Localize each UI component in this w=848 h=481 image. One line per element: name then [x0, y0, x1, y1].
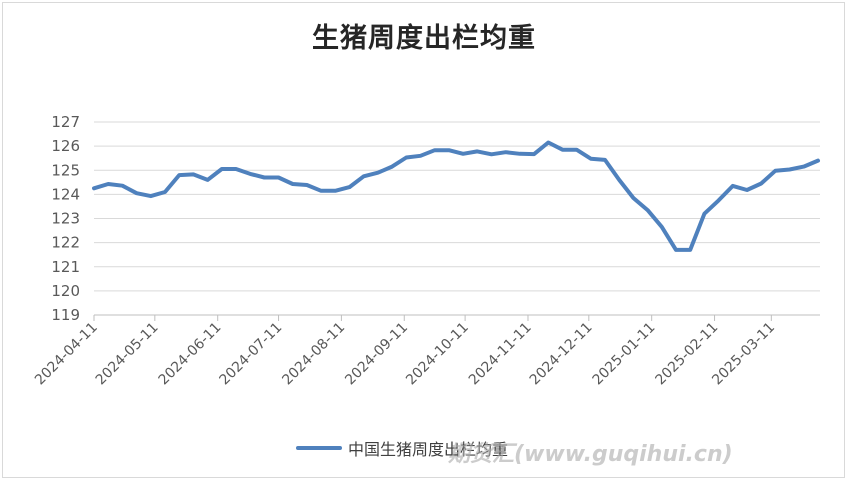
data-point [121, 184, 124, 187]
data-point [206, 178, 209, 182]
data-point [774, 169, 777, 172]
x-tick-label: 2024-06-11 [156, 320, 225, 389]
y-tick-label: 127 [51, 113, 80, 131]
x-tick-label: 2024-11-11 [466, 320, 535, 389]
data-point [518, 152, 522, 155]
data-point [717, 199, 720, 202]
x-tick-label: 2024-07-11 [217, 320, 286, 389]
y-tick-label: 124 [51, 185, 80, 203]
data-point [660, 225, 663, 229]
data-point [305, 183, 309, 187]
y-tick-label: 126 [51, 137, 80, 155]
data-point [362, 175, 365, 178]
data-point [703, 212, 706, 215]
x-tick-label: 2024-09-11 [342, 320, 411, 389]
chart-title: 生猪周度出栏均重 [312, 23, 536, 54]
data-point [490, 153, 493, 156]
data-point [92, 187, 96, 190]
data-point [149, 194, 152, 198]
x-axis: 2024-04-112024-05-112024-06-112024-07-11… [32, 314, 820, 389]
x-tick-label: 2024-10-11 [403, 320, 472, 389]
y-tick-label: 120 [51, 282, 80, 300]
data-point [447, 149, 451, 152]
data-point [461, 152, 465, 155]
x-tick-label: 2024-05-11 [93, 320, 162, 389]
watermark: 期货汇(www.guqihui.cn) [448, 442, 733, 467]
data-point [348, 185, 351, 189]
data-point [476, 150, 479, 153]
data-point [561, 148, 564, 151]
data-point [405, 156, 408, 159]
data-point [334, 189, 337, 192]
data-point [263, 176, 266, 179]
x-tick-label: 2024-04-11 [32, 320, 101, 389]
data-point [547, 141, 550, 144]
data-point [178, 173, 181, 177]
data-point [760, 182, 763, 185]
data-point [163, 190, 167, 194]
data-point [646, 208, 649, 212]
data-point [532, 152, 536, 156]
y-tick-label: 119 [51, 306, 80, 324]
data-point [277, 176, 280, 179]
data-point [419, 154, 422, 157]
series-line [92, 140, 820, 252]
data-point [234, 167, 238, 171]
x-tick-label: 2024-12-11 [527, 320, 596, 389]
x-tick-label: 2024-08-11 [279, 320, 348, 389]
data-point [788, 168, 791, 171]
gridlines [94, 121, 820, 292]
data-point [802, 165, 805, 168]
data-point [390, 165, 394, 168]
y-tick-label: 123 [51, 210, 80, 228]
data-point [107, 182, 110, 186]
legend-line-swatch [296, 446, 342, 450]
data-point [731, 184, 734, 188]
data-point [376, 171, 380, 174]
data-point [816, 159, 820, 162]
data-point [291, 182, 294, 186]
data-point [135, 192, 138, 195]
data-point [220, 167, 223, 171]
data-point [192, 173, 195, 176]
y-tick-label: 125 [51, 161, 80, 179]
data-point [249, 172, 252, 176]
x-tick-label: 2025-01-11 [590, 320, 659, 389]
data-point [689, 248, 692, 252]
legend: 中国生猪周度出栏均重 [296, 438, 509, 459]
y-tick-label: 121 [51, 258, 80, 276]
data-point [618, 178, 621, 182]
data-point [319, 189, 323, 192]
legend-label: 中国生猪周度出栏均重 [348, 440, 509, 459]
data-point [433, 149, 436, 152]
data-point [504, 151, 507, 154]
data-point [745, 188, 749, 192]
series-group [92, 140, 820, 252]
data-point [674, 248, 678, 252]
y-axis-ticks: 119 120 121 122 123 124 125 126 127 [51, 113, 80, 324]
data-point [575, 148, 578, 151]
data-point [589, 157, 592, 160]
data-point [603, 158, 607, 162]
data-point [632, 196, 635, 200]
y-tick-label: 122 [51, 234, 80, 252]
